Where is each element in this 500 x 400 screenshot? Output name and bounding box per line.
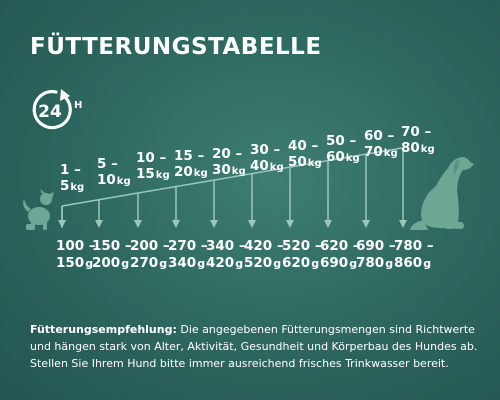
feeding-recommendation: Fütterungsempfehlung: Die angegebenen Fü…	[30, 321, 478, 372]
weight-range-label: 40 –50kg	[288, 138, 322, 170]
feeding-amount-label: 270 –340g	[168, 238, 208, 271]
weight-range-label: 50 –60kg	[326, 133, 360, 165]
feeding-amount-label: 200 –270g	[130, 238, 170, 271]
feeding-amount-label: 620 –690g	[320, 238, 360, 271]
weight-range-label: 1 –5kg	[60, 162, 85, 194]
weight-arrow	[362, 154, 370, 228]
24h-clock-icon: 24 H	[32, 89, 82, 130]
feeding-amount-label: 100 –150g	[56, 238, 96, 271]
clock-number: 24	[38, 102, 62, 122]
large-dog-icon	[410, 157, 474, 230]
note-label: Fütterungsempfehlung:	[30, 323, 177, 336]
page-title: FÜTTERUNGSTABELLE	[30, 34, 322, 60]
small-dog-icon	[23, 189, 54, 230]
weight-arrow	[248, 173, 256, 228]
weight-arrow	[324, 160, 332, 228]
weight-range-label: 70 –80kg	[401, 124, 435, 156]
feeding-amount-label: 520 –620g	[282, 238, 322, 271]
feeding-amount-label: 420 –520g	[244, 238, 284, 271]
weight-arrow	[286, 167, 294, 228]
weight-range-label: 30 –40kg	[250, 142, 284, 174]
feeding-amount-label: 690 –780g	[356, 238, 396, 271]
weight-arrow	[399, 147, 407, 228]
arrow-group	[58, 147, 407, 228]
weight-range-label: 60 –70kg	[364, 128, 398, 160]
weight-range-label: 15 –20kg	[174, 148, 208, 180]
weight-arrow	[95, 199, 103, 228]
weight-arrow	[210, 180, 218, 228]
feeding-amount-label: 340 –420g	[206, 238, 246, 271]
weight-range-label: 20 –30kg	[212, 146, 246, 178]
weight-range-label: 10 –15kg	[136, 150, 170, 182]
weight-arrow	[58, 206, 66, 228]
weight-arrow	[172, 186, 180, 228]
feeding-amount-label: 780 –860g	[394, 238, 434, 271]
feeding-amount-label: 150 –200g	[92, 238, 132, 271]
clock-unit: H	[74, 100, 82, 111]
weight-arrow	[134, 193, 142, 228]
ramp-line	[61, 147, 403, 207]
note-text: Die angegebenen Fütterungsmengen sind Ri…	[30, 323, 478, 370]
weight-range-label: 5 –10kg	[97, 156, 131, 188]
